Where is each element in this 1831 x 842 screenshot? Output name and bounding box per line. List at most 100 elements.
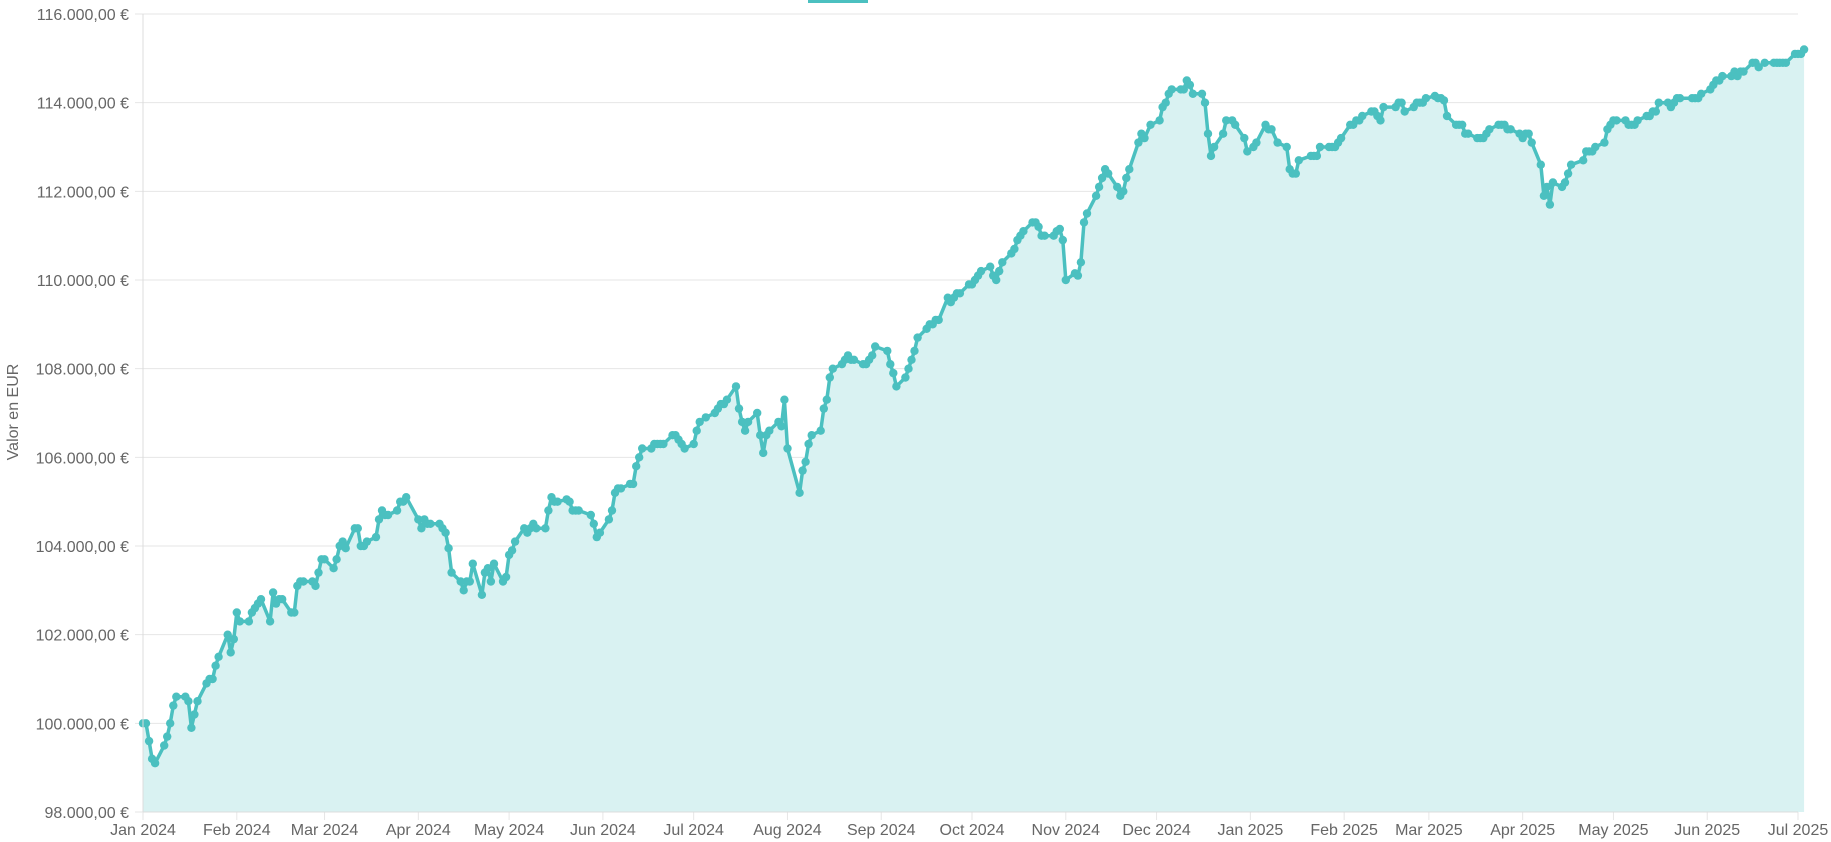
data-point[interactable]	[1079, 218, 1089, 227]
data-point[interactable]	[1591, 142, 1600, 152]
data-point[interactable]	[1754, 62, 1763, 72]
data-point[interactable]	[1188, 89, 1198, 99]
data-point[interactable]	[299, 577, 308, 586]
data-point[interactable]	[1094, 182, 1104, 192]
data-point[interactable]	[816, 426, 825, 435]
data-point[interactable]	[141, 719, 151, 728]
data-point[interactable]	[371, 532, 381, 542]
data-point[interactable]	[638, 444, 647, 453]
data-point[interactable]	[1539, 191, 1549, 200]
data-point[interactable]	[1312, 151, 1322, 161]
data-point[interactable]	[256, 595, 266, 604]
data-point[interactable]	[819, 404, 828, 413]
data-point[interactable]	[1231, 120, 1240, 129]
data-point[interactable]	[332, 555, 341, 564]
data-point[interactable]	[1209, 142, 1219, 152]
data-point[interactable]	[1612, 116, 1621, 125]
data-point[interactable]	[586, 510, 595, 520]
data-point[interactable]	[193, 697, 202, 706]
data-point[interactable]	[1155, 116, 1164, 125]
data-point[interactable]	[692, 426, 701, 435]
data-point[interactable]	[574, 506, 583, 515]
data-point[interactable]	[1739, 67, 1748, 76]
data-point[interactable]	[532, 524, 541, 533]
data-point[interactable]	[1563, 169, 1573, 178]
data-point[interactable]	[1697, 89, 1706, 99]
data-point[interactable]	[998, 258, 1007, 267]
data-point[interactable]	[889, 368, 898, 378]
data-point[interactable]	[166, 719, 175, 728]
data-point[interactable]	[1197, 89, 1207, 99]
data-point[interactable]	[680, 444, 689, 453]
data-point[interactable]	[311, 581, 320, 591]
data-point[interactable]	[353, 524, 362, 533]
data-point[interactable]	[1252, 138, 1261, 147]
data-point[interactable]	[214, 652, 223, 661]
data-point[interactable]	[731, 382, 741, 391]
data-point[interactable]	[1506, 125, 1515, 134]
data-point[interactable]	[144, 736, 154, 746]
data-point[interactable]	[1633, 116, 1642, 125]
data-point[interactable]	[913, 333, 922, 342]
data-point[interactable]	[417, 524, 426, 533]
data-point[interactable]	[211, 661, 220, 670]
data-point[interactable]	[172, 692, 181, 701]
data-point[interactable]	[1439, 96, 1449, 105]
data-point[interactable]	[1119, 187, 1128, 196]
data-point[interactable]	[1200, 98, 1210, 107]
data-point[interactable]	[765, 426, 774, 435]
data-point[interactable]	[456, 577, 465, 586]
data-point[interactable]	[1315, 142, 1325, 152]
data-point[interactable]	[1122, 173, 1131, 183]
data-point[interactable]	[190, 710, 199, 719]
data-point[interactable]	[290, 608, 299, 617]
data-point[interactable]	[1294, 156, 1304, 165]
data-point[interactable]	[1781, 58, 1791, 67]
data-point[interactable]	[828, 364, 837, 373]
data-point[interactable]	[1379, 102, 1388, 112]
data-point[interactable]	[1524, 129, 1533, 138]
data-point[interactable]	[1485, 125, 1494, 134]
data-point[interactable]	[783, 444, 792, 453]
data-point[interactable]	[737, 417, 747, 427]
data-point[interactable]	[426, 519, 435, 528]
data-point[interactable]	[1082, 209, 1092, 218]
data-point[interactable]	[734, 404, 744, 413]
data-point[interactable]	[883, 346, 892, 356]
data-point[interactable]	[507, 546, 517, 555]
data-point[interactable]	[544, 506, 553, 515]
data-point[interactable]	[1560, 178, 1570, 187]
data-point[interactable]	[414, 515, 423, 524]
data-point[interactable]	[632, 462, 641, 471]
data-point[interactable]	[1097, 173, 1107, 183]
data-point[interactable]	[616, 484, 626, 493]
data-point[interactable]	[268, 588, 278, 597]
data-point[interactable]	[777, 422, 786, 431]
data-point[interactable]	[1218, 129, 1228, 138]
data-point[interactable]	[1222, 116, 1231, 125]
data-point[interactable]	[1527, 138, 1536, 147]
data-point[interactable]	[1458, 120, 1467, 129]
data-point[interactable]	[995, 266, 1004, 276]
data-point[interactable]	[955, 289, 965, 298]
data-point[interactable]	[756, 431, 765, 440]
data-point[interactable]	[976, 266, 986, 276]
data-point[interactable]	[1358, 111, 1367, 121]
data-point[interactable]	[1179, 85, 1189, 94]
data-point[interactable]	[1536, 160, 1546, 169]
data-point[interactable]	[489, 559, 499, 568]
data-point[interactable]	[1034, 222, 1043, 231]
data-point[interactable]	[798, 466, 807, 475]
data-point[interactable]	[868, 351, 877, 360]
data-point[interactable]	[849, 355, 859, 364]
data-point[interactable]	[1675, 94, 1685, 103]
data-point[interactable]	[338, 537, 347, 546]
data-point[interactable]	[314, 568, 323, 577]
data-point[interactable]	[163, 732, 172, 741]
data-point[interactable]	[1464, 129, 1473, 138]
data-point[interactable]	[184, 697, 193, 706]
data-point[interactable]	[1055, 224, 1065, 234]
data-point[interactable]	[150, 759, 160, 768]
data-point[interactable]	[740, 426, 750, 435]
data-point[interactable]	[510, 537, 520, 546]
